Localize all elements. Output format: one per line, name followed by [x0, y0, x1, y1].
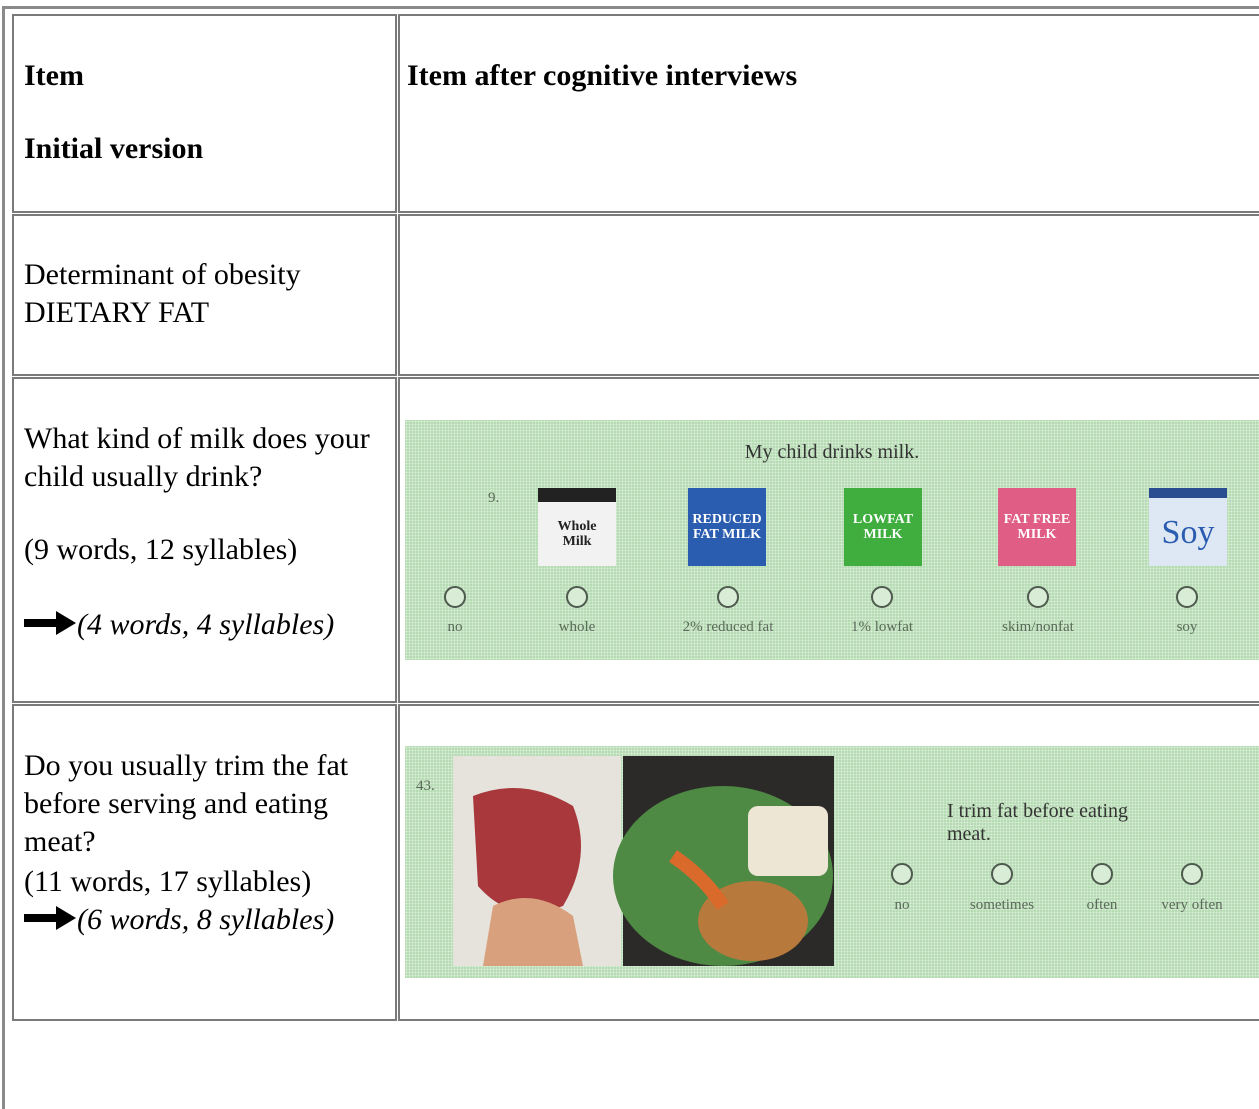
cell-text: What kind of milk does your child usuall… — [24, 422, 370, 493]
radio-circle — [891, 863, 913, 885]
milk-carton: REDUCED FAT MILK — [688, 488, 766, 566]
survey-number: 9. — [488, 490, 500, 506]
cell — [398, 377, 1259, 703]
header-text: Item after cognitive interviews — [407, 59, 798, 92]
cell — [12, 704, 397, 1021]
header-text: Item — [24, 59, 84, 92]
survey-image — [405, 420, 1259, 660]
survey-number: 43. — [416, 778, 435, 794]
option-label: no — [894, 897, 910, 913]
milk-carton: Soy — [1149, 488, 1227, 566]
option-label: very often — [1161, 897, 1223, 913]
header-text: Initial version — [24, 132, 204, 165]
radio-circle — [871, 586, 893, 608]
option-label: often — [1086, 897, 1118, 913]
option-label: no — [447, 619, 463, 635]
table-border — [2, 6, 1259, 1109]
arrow-icon — [24, 906, 76, 930]
option-label: skim/nonfat — [1002, 619, 1074, 635]
radio-circle — [991, 863, 1013, 885]
radio-circle — [1091, 863, 1113, 885]
radio-circle — [1176, 586, 1198, 608]
revised-count: (6 words, 8 syllables) — [77, 903, 335, 936]
header-cell — [12, 14, 397, 213]
cell — [398, 214, 1259, 376]
option-label: sometimes — [969, 897, 1035, 913]
option-label: 1% lowfat — [850, 619, 914, 635]
header-cell — [398, 14, 1259, 213]
page: Item Initial version Item after cognitiv… — [2, 6, 1259, 1109]
option-label: 2% reduced fat — [682, 619, 774, 635]
option-label: soy — [1176, 619, 1198, 635]
cell-text: (9 words, 12 syllables) — [24, 533, 298, 566]
cell — [398, 704, 1259, 1021]
arrow-icon — [24, 611, 76, 635]
cell — [12, 214, 397, 376]
revised-count: (4 words, 4 syllables) — [77, 608, 335, 641]
radio-circle — [1027, 586, 1049, 608]
radio-circle — [1181, 863, 1203, 885]
cell-text: Do you usually trim the fat before servi… — [24, 749, 349, 858]
survey-question: I trim fat before eating meat. — [947, 800, 1129, 845]
survey-question: My child drinks milk. — [744, 441, 920, 463]
cell-text: DIETARY FAT — [24, 296, 210, 329]
milk-carton: FAT FREE MILK — [998, 488, 1076, 566]
radio-circle — [566, 586, 588, 608]
meat-photo — [453, 756, 834, 966]
radio-circle — [444, 586, 466, 608]
cell-text: Determinant of obesity — [24, 258, 301, 291]
milk-carton: Whole Milk — [538, 488, 616, 566]
milk-carton: LOWFAT MILK — [844, 488, 922, 566]
cell-text: (11 words, 17 syllables) — [24, 865, 312, 898]
cell — [12, 377, 397, 703]
option-label: whole — [558, 619, 596, 635]
radio-circle — [717, 586, 739, 608]
